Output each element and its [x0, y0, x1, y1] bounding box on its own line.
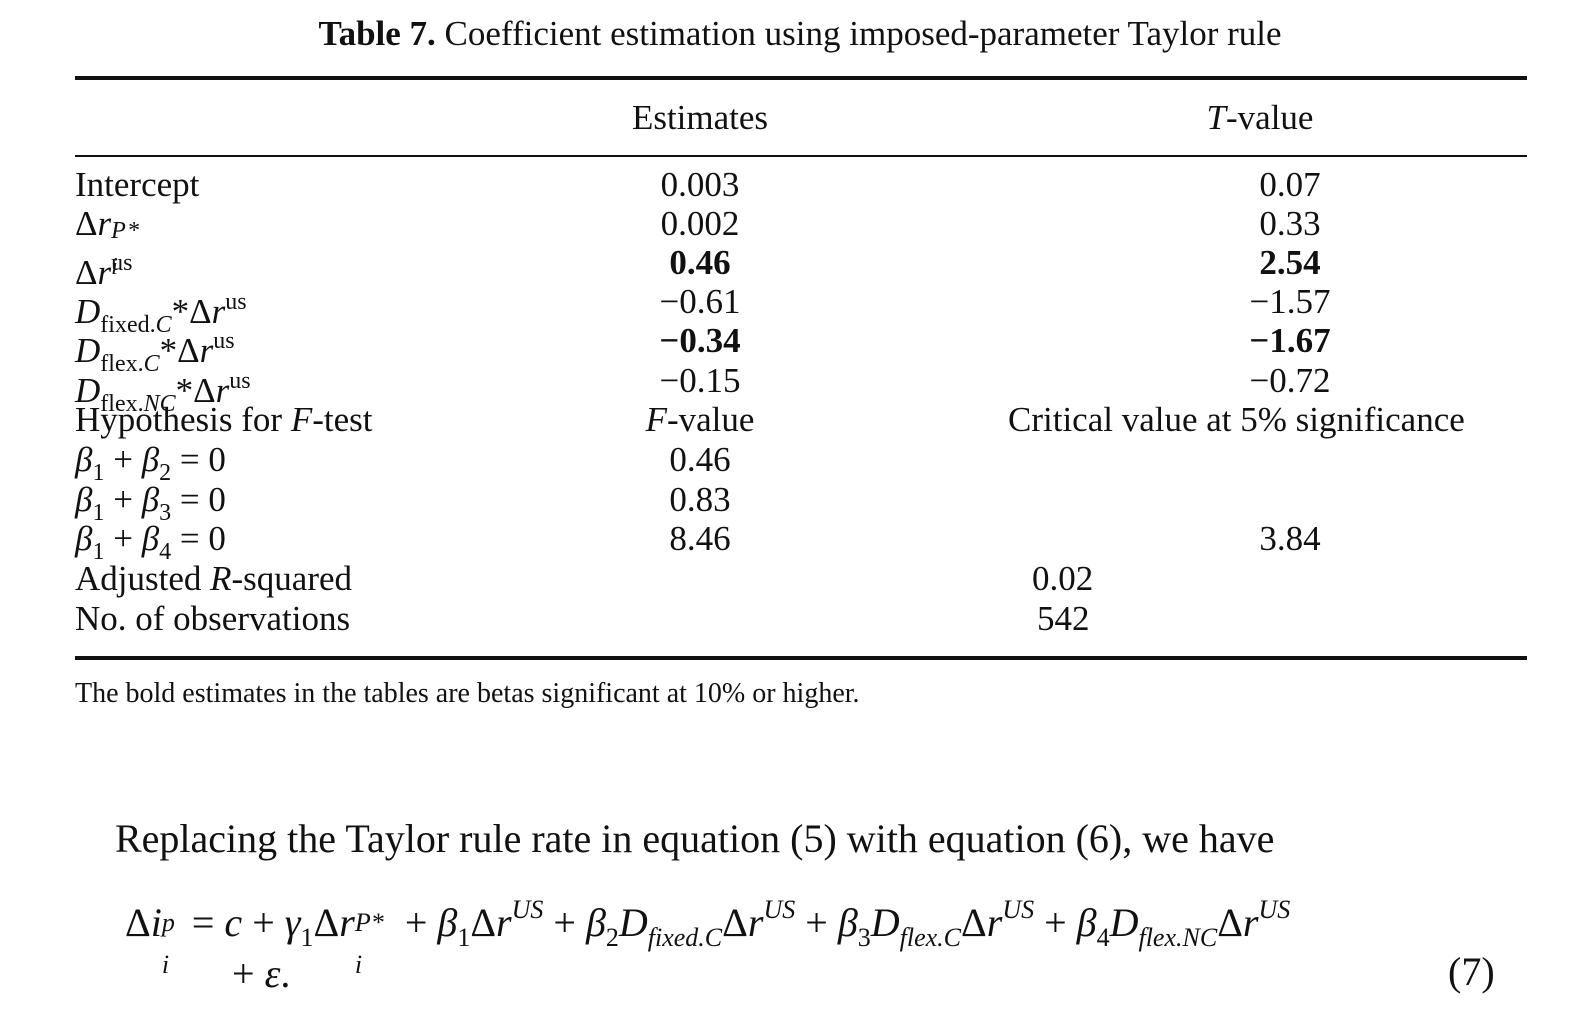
adj-r-squared-label: Adjusted R-squared	[75, 559, 353, 598]
tv-intercept: 0.07	[1259, 165, 1321, 204]
est-r-us: 0.46	[669, 243, 731, 282]
equation-line-1: Δi p i = c + γ1Δr P* i + β1ΔrUS + β2Dfixed.C…	[125, 895, 1291, 979]
row-label-intercept: Intercept	[75, 165, 200, 204]
hypothesis-1: β1 + β2 = 0	[75, 440, 226, 486]
ftest-hypothesis-label: Hypothesis for F-test	[75, 400, 373, 439]
row-label-r-p: Δr P * i	[75, 204, 141, 280]
row-label-d-fixed-c: Dfixed.C*Δrus	[75, 289, 247, 338]
est-d-fixed-c: −0.61	[659, 282, 741, 321]
tv-r-us: 2.54	[1259, 243, 1321, 282]
hypothesis-3: β1 + β4 = 0	[75, 519, 226, 565]
bottom-rule	[75, 656, 1527, 660]
row-label-d-flex-c: Dflex.C*Δrus	[75, 328, 235, 377]
table-note: The bold estimates in the tables are bet…	[75, 678, 860, 709]
critical-value-3: 3.84	[1259, 519, 1321, 558]
body-paragraph: Replacing the Taylor rule rate in equati…	[115, 816, 1275, 861]
table-number: Table 7.	[318, 14, 436, 53]
tv-r-p: 0.33	[1259, 204, 1321, 243]
adj-r-squared-value: 0.02	[1032, 559, 1094, 598]
est-d-flex-nc: −0.15	[659, 361, 741, 400]
fvalue-1: 0.46	[669, 440, 731, 479]
tv-d-flex-nc: −0.72	[1249, 361, 1331, 400]
header-rule	[75, 155, 1527, 157]
fvalue-3: 8.46	[669, 519, 731, 558]
fvalue-2: 0.83	[669, 480, 731, 519]
row-label-d-flex-nc: Dflex.NC*Δrus	[75, 368, 251, 417]
ftest-critical-label: Critical value at 5% significance	[1008, 400, 1465, 439]
observations-label: No. of observations	[75, 599, 351, 638]
est-r-p: 0.002	[660, 204, 740, 243]
est-d-flex-c: −0.34	[659, 321, 741, 360]
table-title: Coefficient estimation using imposed-par…	[444, 14, 1282, 53]
equation-number: (7)	[1448, 949, 1495, 994]
equation-line-2: + ε.	[232, 951, 291, 996]
observations-value: 542	[1037, 599, 1090, 638]
table-caption: Table 7. Coefficient estimation using im…	[75, 14, 1525, 54]
tv-d-fixed-c: −1.57	[1249, 282, 1331, 321]
ftest-fvalue-label: F-value	[645, 400, 755, 439]
header-tvalue: T-value	[1206, 98, 1314, 137]
top-rule	[75, 76, 1527, 80]
tv-d-flex-c: −1.67	[1249, 321, 1331, 360]
row-label-r-us: Δrus	[75, 250, 133, 292]
est-intercept: 0.003	[660, 165, 740, 204]
hypothesis-2: β1 + β3 = 0	[75, 480, 226, 526]
header-estimates: Estimates	[631, 98, 769, 137]
